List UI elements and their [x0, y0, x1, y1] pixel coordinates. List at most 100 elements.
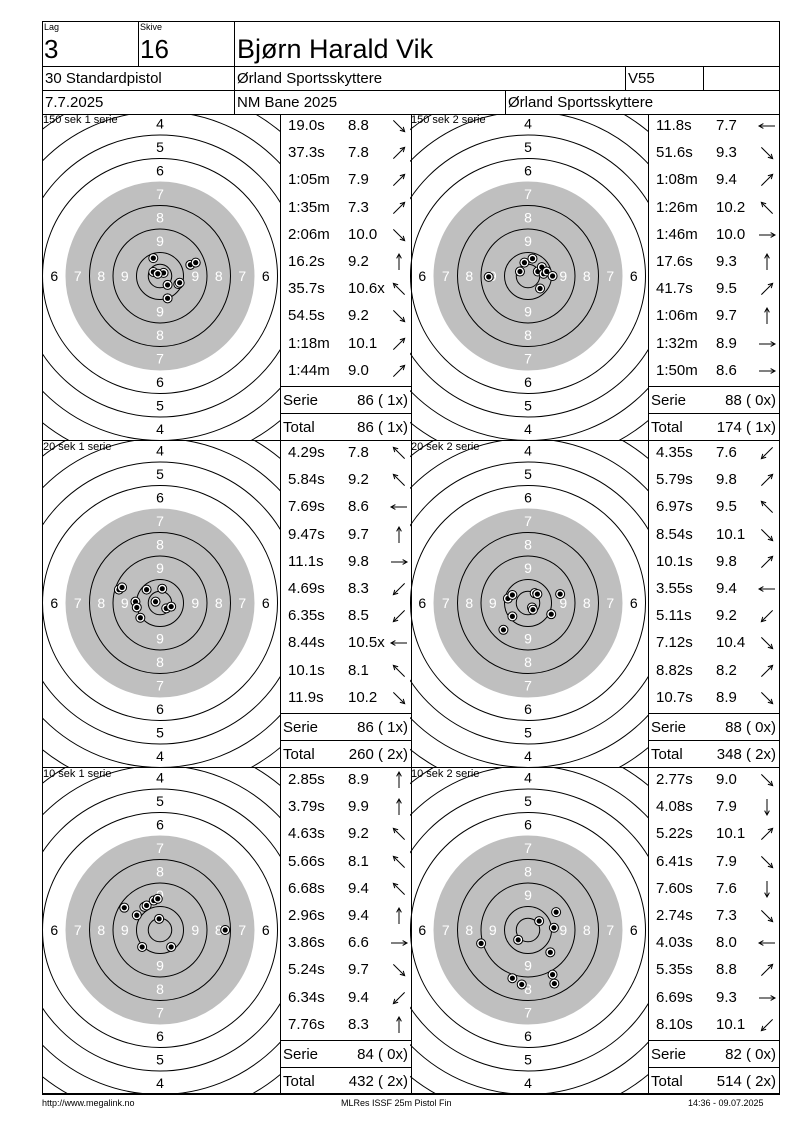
ring-number: 7	[524, 840, 532, 856]
shot-score: 7.7	[716, 117, 737, 134]
serie-label: Serie	[651, 392, 687, 409]
shot-hit	[549, 978, 560, 989]
shot-hit	[548, 922, 559, 933]
shot-time: 2.77s	[656, 771, 693, 788]
target-ring	[136, 906, 184, 954]
shot-score: 10.1	[716, 1015, 746, 1033]
direction-arrow-icon	[759, 340, 777, 347]
ring-number: 6	[262, 922, 270, 938]
direction-arrow-icon	[392, 582, 406, 596]
shot-score: 7.8	[348, 444, 369, 461]
ring-number: 7	[606, 268, 614, 284]
total-top-line	[648, 413, 780, 414]
ring-number: 7	[442, 922, 450, 938]
target-ring	[457, 532, 599, 674]
ring-number: 6	[50, 595, 58, 611]
shot-hit	[157, 583, 168, 594]
shot-hit	[162, 293, 173, 304]
shot-hit	[547, 271, 558, 281]
direction-arrow-icon	[392, 201, 406, 214]
panel-bottom-line	[410, 440, 780, 441]
lag-label: Lag	[44, 22, 60, 32]
serie-score: 86 ( 1x)	[357, 719, 408, 736]
shot-time: 35.7s	[288, 280, 325, 298]
ring-number: 6	[262, 268, 270, 284]
shot-time: 10.1s	[288, 661, 325, 679]
serie-score: 86 ( 1x)	[357, 392, 408, 409]
ring-number: 8	[97, 268, 105, 284]
shot-hit	[516, 979, 527, 990]
shot-score: 8.3	[348, 580, 369, 597]
shot-score: 10.4	[716, 634, 746, 652]
panel-edge	[779, 114, 780, 441]
shot-score: 9.3	[716, 144, 737, 162]
shot-score: 9.5	[716, 280, 737, 298]
serie-top-line	[648, 386, 780, 387]
result-panel: 4 4 5 5 6 6 6 6 7 7 7 7 8 8 8 8 9 9 9 9 20 sek 2 serie 4.35s 7…	[410, 441, 780, 768]
club-name-2: Ørland Sportsskyttere	[508, 94, 654, 111]
direction-arrow-icon	[392, 446, 406, 460]
target-ring	[42, 485, 278, 721]
target-ring	[457, 205, 599, 347]
result-panel: 4 4 5 5 6 6 6 6 7 7 7 7 8 8 8 8 9 9 9 9 20 sek 1 serie 4.29s 7…	[42, 441, 412, 768]
shot-time: 8.54s	[656, 525, 693, 543]
ring-number: 7	[238, 922, 246, 938]
ring-number: 5	[156, 466, 164, 482]
direction-arrow-icon	[764, 799, 770, 817]
panel-edge	[779, 768, 780, 1095]
ring-number: 9	[191, 922, 199, 938]
age-class: V55	[628, 70, 655, 87]
target-ring	[457, 859, 599, 1001]
ring-number: 8	[215, 922, 223, 938]
shot-hit	[498, 624, 509, 635]
direction-arrow-icon	[760, 500, 774, 514]
shot-hit	[117, 582, 128, 593]
total-label: Total	[651, 746, 683, 763]
ring-number: 5	[156, 397, 164, 413]
ring-number: 6	[524, 1028, 532, 1044]
target-ring	[89, 859, 231, 1001]
ring-number: 7	[156, 677, 164, 693]
panel-title: 150 sek 1 serie	[43, 114, 118, 126]
shot-score: 10.0	[716, 225, 746, 243]
ring-number: 7	[442, 268, 450, 284]
shot-score: 10.2	[716, 198, 746, 216]
ring-number: 8	[583, 268, 591, 284]
target-ring	[65, 181, 255, 371]
shot-score: 9.2	[348, 471, 369, 489]
panel-bottom-line	[410, 767, 780, 768]
ring-number: 4	[156, 442, 164, 458]
ring-number: 6	[418, 922, 426, 938]
ring-number: 9	[489, 595, 497, 611]
shot-score: 9.7	[348, 961, 369, 979]
ring-number: 7	[524, 350, 532, 366]
shot-time: 1:05m	[288, 171, 330, 189]
total-score: 514 ( 2x)	[716, 1073, 776, 1090]
shot-score: 7.6	[716, 444, 737, 461]
ring-number: 7	[238, 268, 246, 284]
target-ring	[433, 508, 623, 698]
shot-hit	[513, 934, 524, 945]
shot-score: 10.1	[348, 334, 378, 352]
ring-number: 8	[465, 922, 473, 938]
target-ring	[480, 228, 576, 324]
direction-arrow-icon	[764, 252, 770, 270]
ring-number: 6	[156, 701, 164, 717]
ring-number: 7	[74, 595, 82, 611]
serie-score: 88 ( 0x)	[725, 392, 776, 409]
serie-label: Serie	[283, 392, 319, 409]
target-ring	[65, 508, 255, 698]
ring-number: 9	[524, 887, 532, 903]
shot-score: 10.2	[348, 688, 378, 706]
shot-score: 9.3	[716, 253, 737, 270]
shot-time: 3.86s	[288, 934, 325, 952]
total-label: Total	[651, 1073, 683, 1090]
shot-score: 9.2	[348, 825, 369, 843]
shot-score: 9.4	[348, 988, 369, 1006]
target-ring	[410, 134, 648, 418]
ring-number: 9	[156, 560, 164, 576]
shot-score: 8.0	[716, 934, 737, 952]
lag-value: 3	[44, 34, 59, 64]
direction-arrow-icon	[760, 473, 774, 487]
